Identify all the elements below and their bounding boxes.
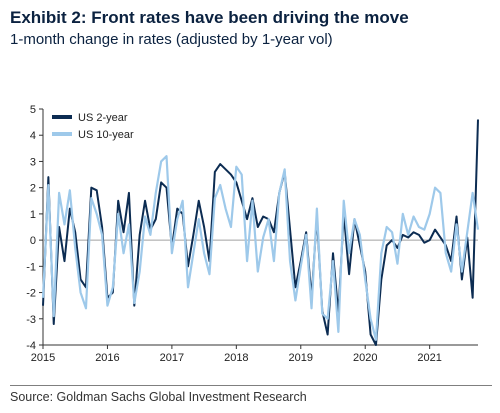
x-tick-label: 2016 [95, 352, 119, 364]
legend-label: US 10-year [78, 129, 134, 141]
legend-label: US 2-year [78, 112, 128, 124]
chart-area: -4 -3 -2 -1 0 1 2 3 4 5 2015 2016 2017 2018 2019 2020 2… [0, 95, 500, 365]
y-tick-label: -2 [26, 288, 36, 300]
x-tick-label: 2017 [160, 352, 184, 364]
x-axis: 2015 2016 2017 2018 2019 2020 2021 [31, 344, 478, 364]
chart-title: Exhibit 2: Front rates have been driving… [10, 8, 409, 27]
y-tick-label: 1 [30, 209, 36, 221]
footer-divider [10, 385, 492, 386]
series-us-2-year [42, 119, 479, 346]
x-tick-label: 2020 [353, 352, 377, 364]
source-note: Source: Goldman Sachs Global Investment … [10, 390, 307, 404]
y-tick-label: 5 [30, 104, 36, 116]
y-tick-label: 3 [30, 156, 36, 168]
x-tick-label: 2015 [31, 352, 55, 364]
y-tick-label: 2 [30, 183, 36, 195]
x-tick-label: 2021 [417, 352, 441, 364]
series-us-10-year [41, 155, 480, 341]
y-tick-label: -3 [26, 314, 36, 326]
x-tick-label: 2019 [289, 352, 313, 364]
y-tick-label: -1 [26, 261, 36, 273]
series-layer [41, 119, 480, 346]
y-tick-label: 4 [30, 130, 36, 142]
y-tick-label: 0 [30, 235, 36, 247]
x-tick-label: 2018 [224, 352, 248, 364]
chart-legend: US 2-year US 10-year [52, 112, 134, 141]
y-axis: -4 -3 -2 -1 0 1 2 3 4 5 [26, 104, 44, 352]
chart-subtitle: 1-month change in rates (adjusted by 1-y… [10, 31, 333, 48]
y-tick-label: -4 [26, 340, 36, 352]
